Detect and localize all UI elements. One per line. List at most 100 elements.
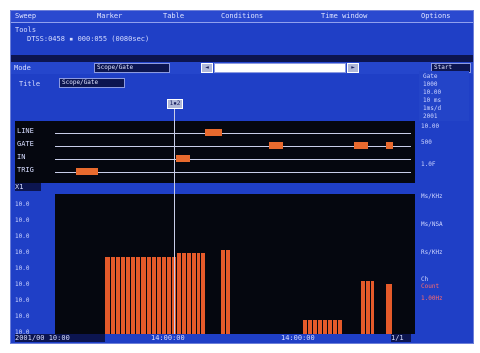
histogram-bar — [370, 280, 375, 334]
right-readout: Ms/NSA — [421, 221, 443, 228]
y-axis-label: 10.0 — [15, 201, 30, 208]
histogram-bar — [136, 257, 141, 334]
timeline-tag: X1 — [15, 183, 41, 191]
control-bar: Mode Scope/Gate ◄ ► Start — [11, 62, 473, 74]
timeline-segment[interactable] — [76, 168, 98, 175]
right-top-readout: 1ms/d — [423, 105, 442, 112]
menu-item-marker[interactable]: Marker — [97, 12, 123, 20]
prev-button[interactable]: ◄ — [201, 63, 213, 73]
marker-handle[interactable]: 1▪2 — [167, 99, 183, 109]
y-axis-label: 10.0 — [15, 217, 30, 224]
timeline-segment[interactable] — [386, 142, 394, 149]
right-top-readout: 10.00 — [423, 89, 442, 96]
histogram-bar — [220, 250, 225, 334]
histogram-bar — [386, 283, 393, 334]
histogram-bar — [365, 280, 370, 334]
footer-datetime: 2001/00 10:00 — [15, 334, 105, 342]
footer-time-mid: 14:00:00 — [151, 334, 185, 342]
right-top-readout: 2001 — [423, 113, 438, 120]
timeline-row-line — [55, 146, 411, 147]
timeline-row-line — [55, 159, 411, 160]
mode-label: Mode — [14, 64, 31, 72]
histogram-panel — [55, 194, 415, 334]
histogram-bar — [328, 320, 333, 334]
right-readout: 10.00 — [421, 123, 440, 130]
y-axis-label: 10.0 — [15, 297, 30, 304]
marker-line — [174, 109, 175, 334]
histogram-bar — [182, 252, 186, 334]
timeline-segment[interactable] — [176, 155, 191, 162]
timeline-segment[interactable] — [204, 129, 223, 136]
y-axis-label: 10.0 — [15, 249, 30, 256]
title-input[interactable]: Scope/Gate — [59, 78, 125, 88]
header-line2: DTSS:0458 ▪ 000:055 (0080sec) — [27, 35, 150, 43]
mode-select[interactable]: Scope/Gate — [94, 63, 170, 73]
y-axis-label: 10.0 — [15, 313, 30, 320]
histogram-bar — [177, 252, 182, 334]
histogram-bar — [338, 320, 342, 334]
y-axis-label: 10.0 — [15, 329, 30, 336]
timeline-label: TRIG — [17, 166, 34, 174]
histogram-bar — [156, 257, 161, 334]
histogram-bar — [196, 252, 201, 334]
timeline-segment[interactable] — [268, 142, 283, 149]
menu-item-time-window[interactable]: Time window — [321, 12, 368, 20]
histogram-bar — [318, 320, 323, 334]
menu-item-table[interactable]: Table — [163, 12, 185, 20]
histogram-bar — [313, 320, 318, 334]
histogram-bar — [226, 250, 231, 334]
right-top-panel: Gate 1000 10.00 10 ms 1ms/d 2001 — [419, 71, 469, 121]
y-axis-label: 10.0 — [15, 233, 30, 240]
app-window: Sweep Marker Table Conditions Time window Opt… — [10, 10, 474, 344]
range-slider[interactable] — [214, 63, 346, 73]
histogram-bar — [167, 257, 172, 334]
histogram-bar — [361, 280, 365, 334]
histogram-bar — [105, 257, 110, 334]
histogram-bar — [125, 257, 131, 334]
histogram-bar — [161, 257, 167, 334]
histogram-bar — [115, 257, 120, 334]
y-axis-label: 10.0 — [15, 281, 30, 288]
y-axis-label: 10.0 — [15, 265, 30, 272]
timeline-label: LINE — [17, 127, 34, 135]
histogram-bar — [131, 257, 136, 334]
histogram-bar — [120, 257, 125, 334]
header-line1: Tools — [15, 26, 37, 34]
status-strip — [11, 55, 473, 62]
right-readout: Rs/KHz — [421, 249, 443, 256]
histogram-bar — [323, 320, 328, 334]
histogram-bar — [333, 320, 338, 334]
footer-time-center: 14:00:00 — [281, 334, 315, 342]
timeline-label: IN — [17, 153, 26, 161]
histogram-bar — [201, 252, 206, 334]
timeline-panel: LINE GATE IN TRIG — [15, 121, 415, 183]
right-readout: Count — [421, 283, 440, 290]
timeline-segment[interactable] — [354, 142, 369, 149]
histogram-bar — [146, 257, 151, 334]
next-button[interactable]: ► — [347, 63, 359, 73]
menu-item-conditions[interactable]: Conditions — [221, 12, 264, 20]
right-top-readout: Gate — [423, 73, 438, 80]
right-top-readout: 1000 — [423, 81, 438, 88]
footer-page: 1/1 — [391, 334, 411, 342]
histogram-bar — [308, 320, 313, 334]
right-readout: Ch — [421, 276, 429, 283]
menu-item-sweep[interactable]: Sweep — [15, 12, 37, 20]
right-readout: 500 — [421, 139, 432, 146]
histogram-bar — [187, 252, 191, 334]
menu-bar: Sweep Marker Table Conditions Time window Opt… — [11, 11, 473, 23]
histogram-bar — [151, 257, 156, 334]
right-top-readout: 10 ms — [423, 97, 442, 104]
timeline-label: GATE — [17, 140, 34, 148]
histogram-bar — [191, 252, 196, 334]
histogram-bar — [303, 320, 308, 334]
timeline-row-line — [55, 172, 411, 173]
timeline-row-line — [55, 133, 411, 134]
right-readout: Ms/KHz — [421, 193, 443, 200]
histogram-bar — [141, 257, 146, 334]
menu-item-options[interactable]: Options — [421, 12, 451, 20]
right-readout: 1.0F — [421, 161, 436, 168]
title-label: Title — [19, 80, 41, 88]
right-readout: 1.00Hz — [421, 295, 443, 302]
histogram-bar — [110, 257, 115, 334]
